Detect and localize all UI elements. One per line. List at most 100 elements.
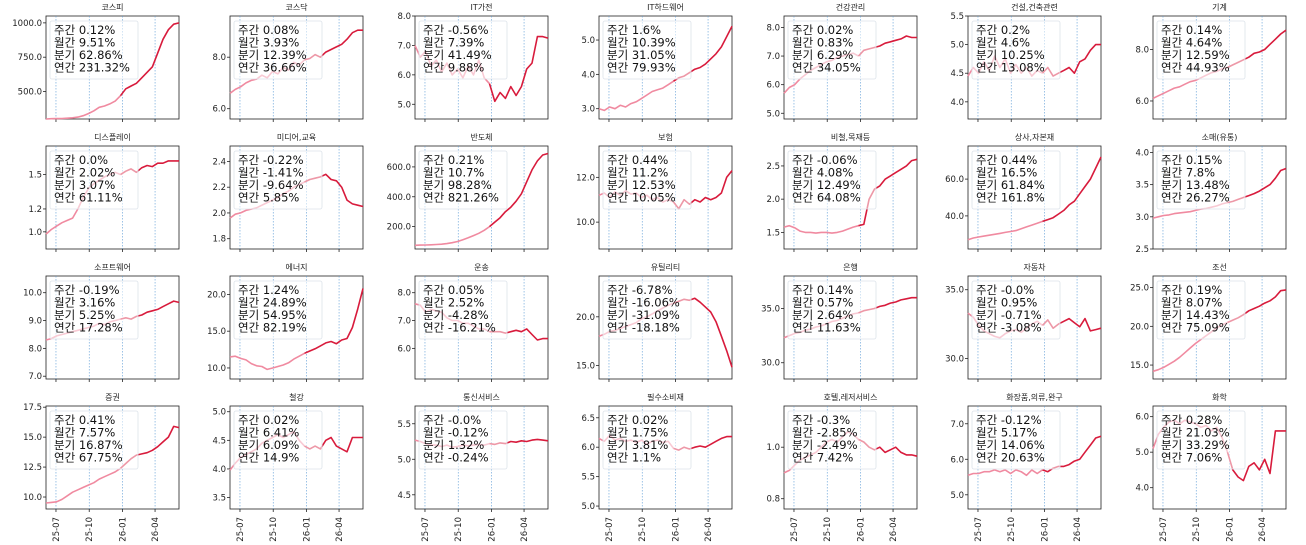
stat-line: 연간 1.1% — [607, 451, 661, 465]
plot-frame — [414, 405, 549, 510]
chart-title: 운송 — [474, 263, 489, 272]
stat-line: 월간 8.07% — [1161, 296, 1222, 310]
y-tick-label: 30.0 — [761, 359, 780, 369]
y-tick-label: 6.0 — [581, 443, 595, 453]
y-tick-label: 200.0 — [387, 223, 411, 233]
y-tick-label: 10.0 — [23, 289, 42, 299]
stat-line: 분기 -4.28% — [423, 308, 489, 322]
plot-frame — [967, 405, 1102, 510]
series-line-recent — [488, 152, 549, 228]
chart-panel: 유틸리티 15.0 20.0 주간 -6.78%월간 -16.06%분기 -31.09… — [576, 262, 733, 382]
y-tick-label: 400.0 — [387, 193, 411, 203]
series-line-early — [967, 220, 1043, 241]
chart-title: 반도체 — [470, 132, 492, 142]
chart-title: 보험 — [658, 133, 673, 142]
stat-line: 주간 0.28% — [1161, 413, 1222, 427]
y-tick-label: 5.0 — [766, 109, 780, 119]
y-tick-label: 1.0 — [28, 228, 42, 238]
stat-line: 월간 0.83% — [792, 36, 853, 50]
plot-frame — [229, 275, 364, 380]
stats-box — [418, 20, 508, 80]
stats-box — [418, 280, 508, 340]
stat-line: 연간 5.85% — [238, 191, 299, 205]
stats-box — [49, 150, 139, 210]
chart-title: 증권 — [105, 392, 120, 402]
y-tick-label: 5.0 — [1135, 448, 1149, 458]
x-tick-label: 25-10 — [454, 517, 464, 542]
stat-line: 주간 -0.3% — [792, 413, 850, 427]
y-tick-label: 35.0 — [761, 305, 780, 315]
stat-line: 연간 26.27% — [1161, 191, 1230, 205]
stat-line: 주간 -6.78% — [607, 283, 673, 297]
y-tick-label: 6.0 — [766, 81, 780, 91]
y-tick-label: 1.5 — [766, 228, 780, 238]
stat-line: 월간 -1.41% — [238, 166, 304, 180]
series-line-early — [45, 95, 122, 120]
y-tick-label: 7.0 — [397, 41, 411, 51]
series-line-recent — [1042, 156, 1102, 223]
x-tick-label: 26-04 — [520, 517, 530, 542]
chart-panel: 건설,건축관련 4.0 4.5 5.0 5.5 주간 0.2%월간 4.6%분기 10.2… — [950, 2, 1102, 122]
stat-line: 분기 -2.49% — [792, 438, 858, 452]
stat-line: 주간 -0.22% — [238, 153, 304, 167]
plot-frame — [598, 405, 733, 510]
y-tick-label: 2.2 — [212, 183, 226, 193]
y-tick-label: 5.0 — [950, 41, 964, 51]
stat-line: 분기 5.25% — [54, 308, 115, 322]
stat-line: 월간 0.57% — [792, 296, 853, 310]
plot-frame — [1152, 275, 1287, 380]
chart-title: 기계 — [1212, 2, 1227, 12]
stat-line: 월간 3.93% — [238, 36, 299, 50]
y-tick-label: 10.0 — [207, 364, 226, 374]
plot-frame — [414, 15, 549, 120]
chart-title: 화학 — [1212, 392, 1227, 402]
y-tick-label: 1.0 — [766, 443, 780, 453]
chart-title: 은행 — [843, 262, 858, 272]
stat-line: 월간 4.6% — [976, 36, 1030, 50]
x-tick-label: 25-07 — [421, 517, 431, 542]
plot-frame — [1152, 405, 1287, 510]
series-line-recent — [488, 35, 549, 103]
stat-line: 주간 0.44% — [976, 153, 1037, 167]
stat-line: 주간 0.21% — [423, 153, 484, 167]
stat-line: 월간 2.02% — [54, 166, 115, 180]
y-tick-label: 8.0 — [212, 53, 226, 63]
x-tick-label: 26-04 — [1258, 517, 1268, 542]
stat-line: 연간 17.28% — [54, 321, 123, 335]
y-tick-label: 6.0 — [1135, 97, 1149, 107]
y-tick-label: 6.0 — [397, 344, 411, 354]
stats-box — [787, 280, 877, 340]
chart-title: 화장품,의류,완구 — [1006, 392, 1063, 402]
y-tick-label: 6.5 — [581, 414, 595, 424]
y-tick-label: 3.0 — [581, 105, 595, 115]
stat-line: 분기 12.39% — [238, 48, 307, 62]
stat-line: 주간 0.2% — [976, 23, 1030, 37]
stat-line: 월간 16.5% — [976, 166, 1037, 180]
stat-line: 월간 -2.85% — [792, 426, 858, 440]
series-line-early — [967, 469, 1043, 477]
stat-line: 분기 14.43% — [1161, 308, 1230, 322]
y-tick-label: 40.0 — [945, 212, 964, 222]
series-line-early — [598, 80, 674, 112]
chart-panel: 코스피 500.0 750.0 1000.0 주간 0.12%월간 9.51%분기 62… — [12, 3, 180, 122]
chart-title: 미디어,교육 — [277, 132, 316, 142]
series-line-early — [45, 467, 121, 504]
chart-panel: 미디어,교육 1.8 2.0 2.2 2.4 주간 -0.22%월간 -1.41%분기 -… — [212, 132, 364, 252]
stat-line: 연간 44.93% — [1161, 61, 1230, 75]
chart-panel: 상사,자본재 40.0 60.0 주간 0.44%월간 16.5%분기 61.84%연… — [945, 132, 1102, 252]
stat-line: 주간 0.19% — [1161, 283, 1222, 297]
stat-line: 분기 41.49% — [423, 48, 492, 62]
y-tick-label: 7.0 — [950, 420, 964, 430]
stat-line: 주간 0.12% — [54, 23, 115, 37]
plot-frame — [414, 145, 549, 250]
chart-title: IT가전 — [471, 2, 493, 12]
chart-title: 조선 — [1212, 263, 1227, 272]
stat-line: 월간 4.08% — [792, 166, 853, 180]
y-tick-label: 30.0 — [945, 354, 964, 364]
stat-line: 분기 61.84% — [976, 178, 1045, 192]
stat-line: 분기 3.81% — [607, 438, 668, 452]
y-tick-label: 750.0 — [18, 53, 42, 63]
stat-line: 연간 11.63% — [792, 321, 861, 335]
stats-box — [602, 20, 692, 80]
